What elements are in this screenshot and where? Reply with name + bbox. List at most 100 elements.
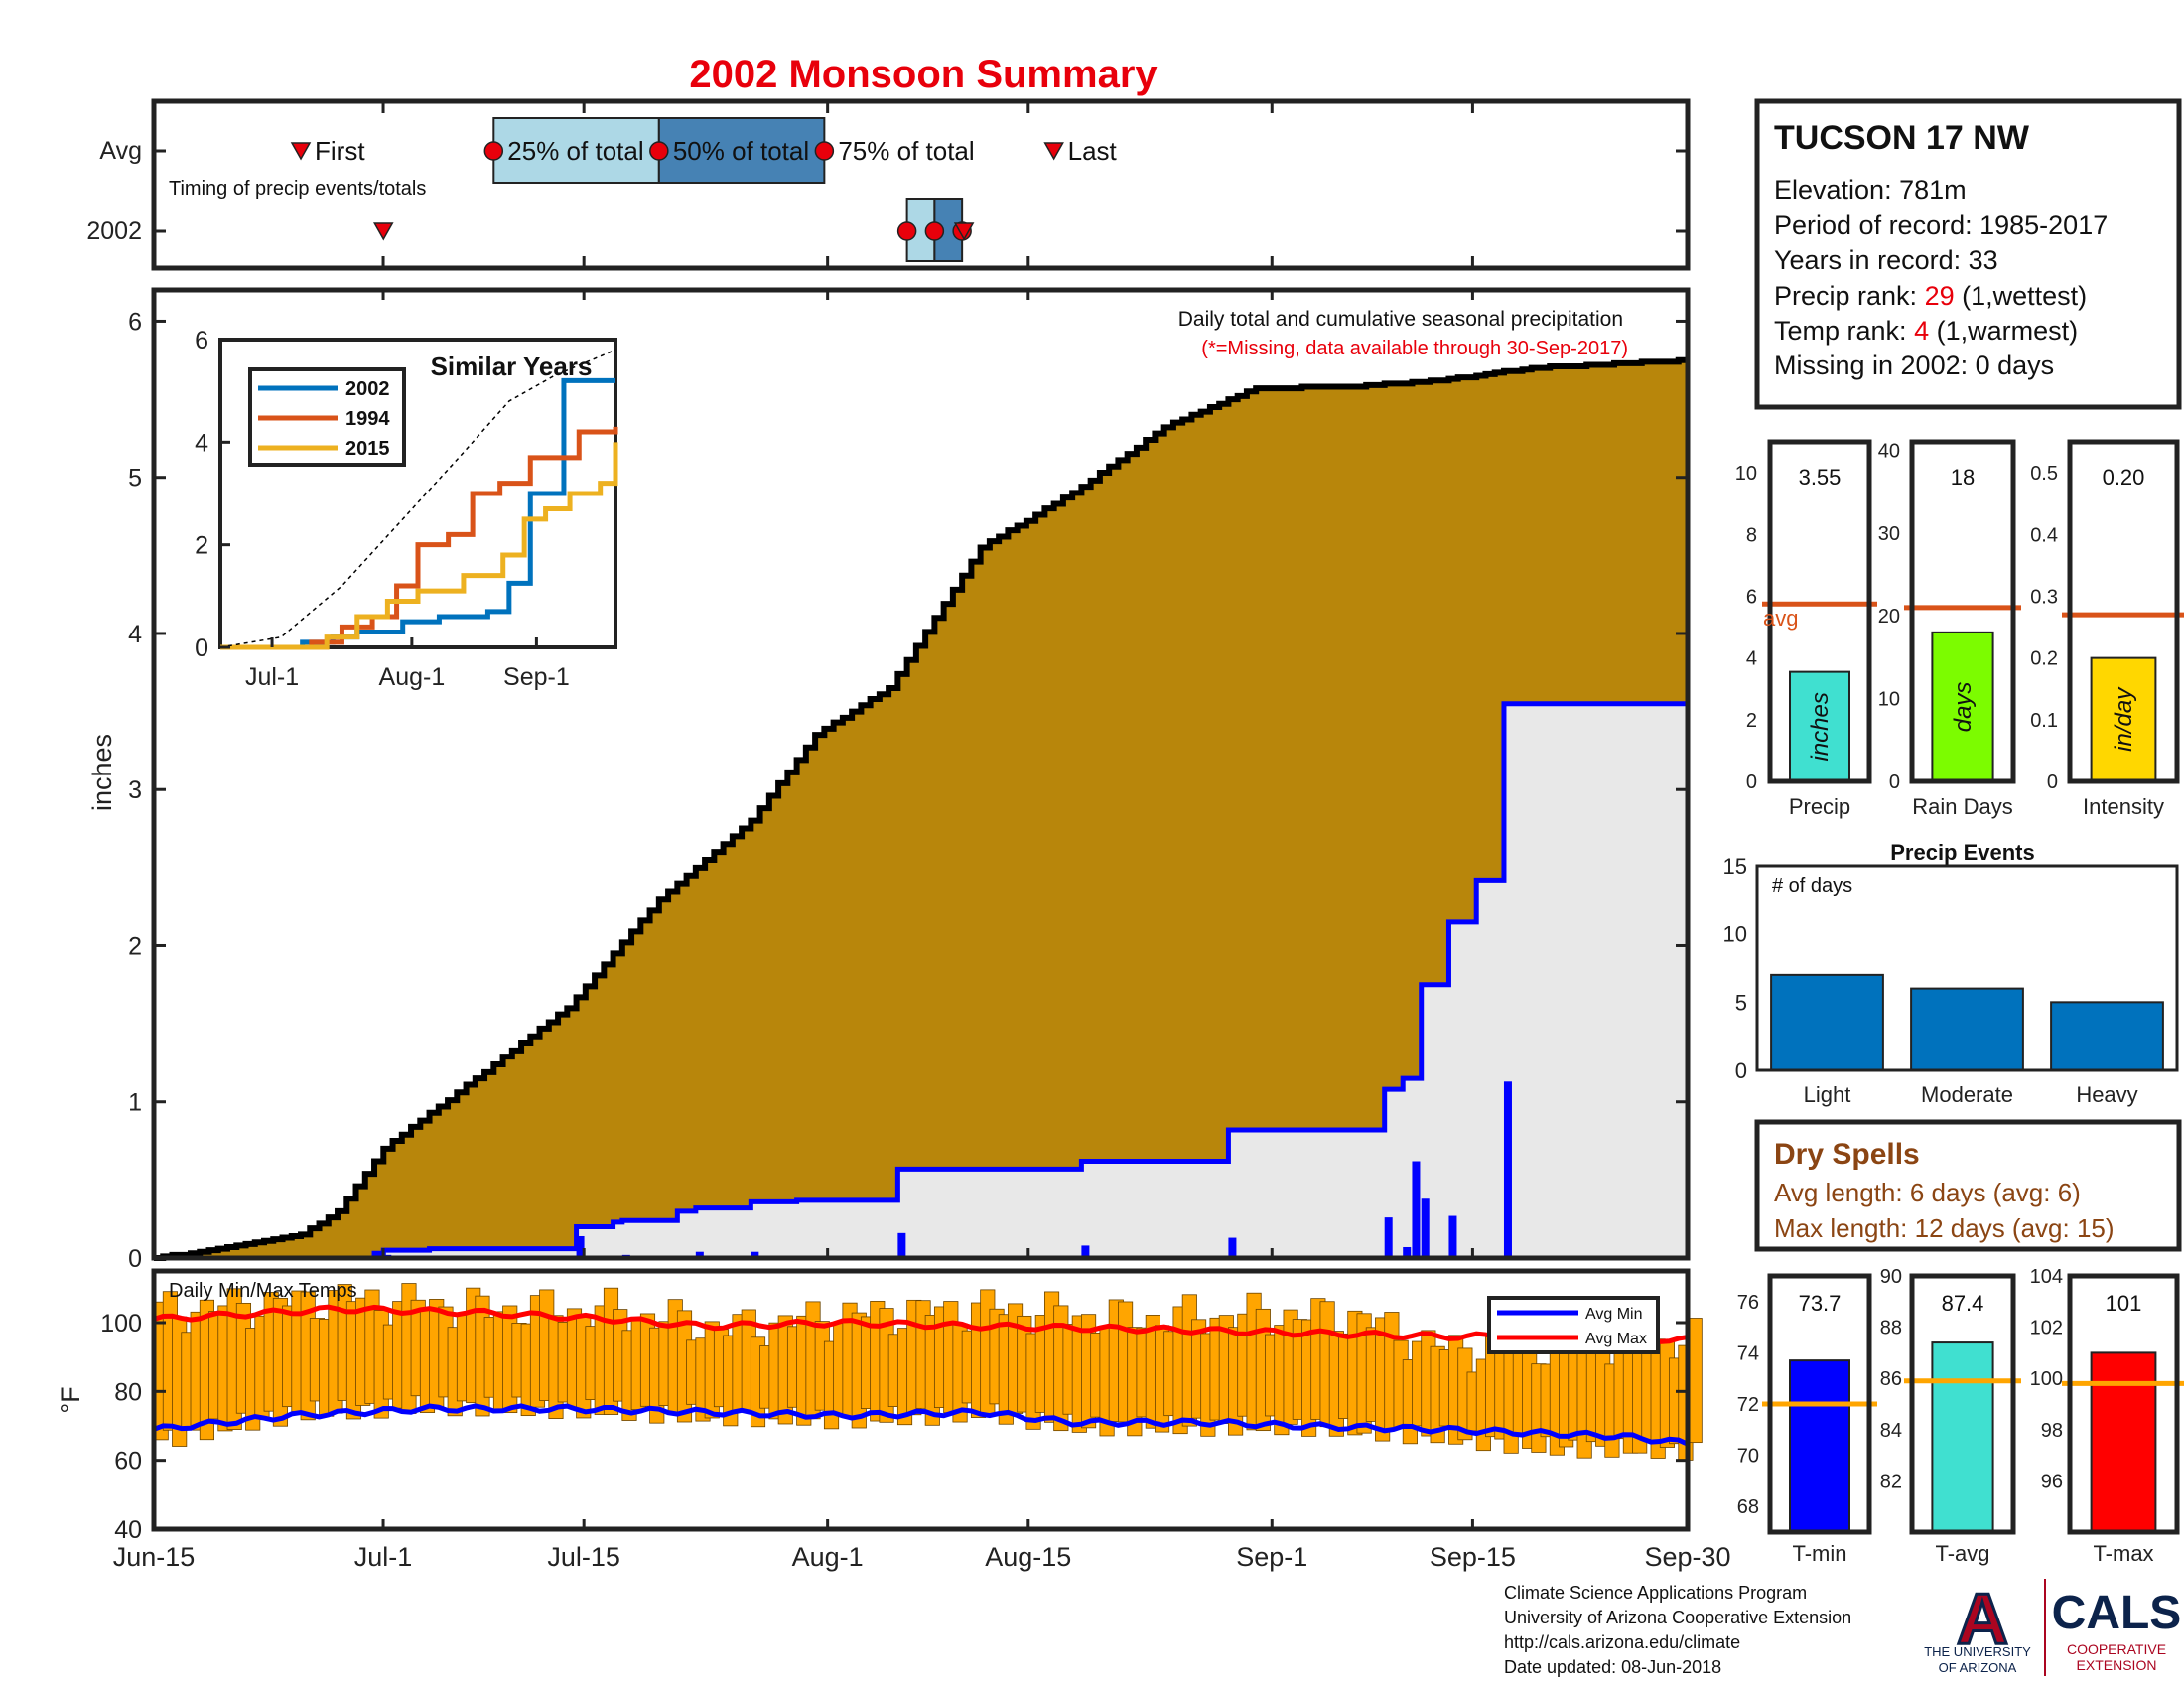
station-info-box: TUCSON 17 NW Elevation: 781m Period of r… [1754, 98, 2182, 410]
events-bar-heavy [2050, 1001, 2164, 1071]
station-missing: Missing in 2002: 0 days [1774, 351, 2054, 380]
precip-y-tick-2: 2 [1746, 710, 1757, 732]
precip-rank-value: 29 [1925, 281, 1955, 311]
precip-stat-value: 3.55 [1799, 465, 1842, 490]
precip-avg-label: avg [1763, 606, 1798, 631]
dry-spells-max: Max length: 12 days (avg: 15) [1774, 1213, 2115, 1243]
temps-legend-min: Avg Min [1585, 1306, 1643, 1323]
intensity-y-tick-0.2: 0.2 [2030, 648, 2058, 670]
inset-legend-2015: 2015 [345, 438, 390, 460]
ua-logo: A THE UNIVERSITY OF ARIZONA [1924, 1579, 2031, 1676]
footer-line4: Date updated: 08-Jun-2018 [1504, 1657, 1721, 1677]
daily-temps-panel: Daily Min/Max Temps °F 40 60 80 100 Avg … [56, 1268, 1703, 1544]
station-temp-rank: Temp rank: 4 (1,warmest) [1774, 316, 2078, 346]
station-elevation: Elevation: 781m [1774, 175, 1967, 205]
cumulative-precip-panel: Daily total and cumulative seasonal prec… [87, 287, 1691, 1273]
precip-rank-note: (1,wettest) [1955, 281, 2088, 311]
events-y-tick-5: 5 [1735, 990, 1747, 1015]
tavg-y-tick-86: 86 [1880, 1368, 1902, 1390]
precip-rank-label: Precip rank: [1774, 281, 1925, 311]
timing-avg-first-marker [290, 142, 312, 161]
date-axis-labels: Jun-15 Jul-1 Jul-15 Aug-1 Aug-15 Sep-1 S… [113, 1542, 1731, 1572]
timing-year-first-marker [373, 222, 394, 241]
main-y-tick-2: 2 [128, 932, 142, 960]
timing-avg-75-marker [814, 141, 835, 161]
temps-y-tick-100: 100 [100, 1310, 142, 1337]
ua-text-line1: THE UNIVERSITY [1924, 1644, 2031, 1659]
tmin-bar [1789, 1359, 1850, 1534]
precip-unit-label: inches [1807, 692, 1834, 761]
tmin-y-tick-76: 76 [1737, 1292, 1759, 1314]
dry-spells-frame [1754, 1119, 2182, 1252]
events-x-moderate: Moderate [1921, 1082, 2013, 1107]
station-period: Period of record: 1985-2017 [1774, 211, 2108, 240]
temps-legend-max: Avg Max [1585, 1331, 1647, 1347]
tavg-frame [1909, 1273, 2016, 1535]
inset-x-tick-jul: Jul-1 [245, 663, 299, 691]
station-frame [1754, 98, 2182, 410]
main-y-tick-5: 5 [128, 465, 142, 492]
raindays-stat-frame [1909, 439, 2016, 784]
cals-logo: CALS COOPERATIVE EXTENSION [2052, 1587, 2182, 1673]
observed-cumulative-line [154, 701, 1688, 1261]
events-bar-light [1770, 973, 1884, 1071]
temps-y-label: °F [56, 1386, 85, 1413]
tmin-panel: 73.7 T-min 68 70 72 74 76 [1737, 1273, 1877, 1566]
inset-line-avg [219, 349, 616, 648]
tmin-y-tick-74: 74 [1737, 1342, 1759, 1364]
events-bar-moderate [1910, 987, 2024, 1071]
avg-cumulative-line [154, 356, 1688, 1261]
daily-precip-bar [1421, 1198, 1430, 1258]
temps-y-tick-60: 60 [114, 1448, 142, 1476]
events-x-light: Light [1804, 1082, 1851, 1107]
inset-y-tick-0: 0 [195, 634, 208, 662]
raindays-stat-panel: 18 days Rain Days 0 10 20 30 40 [1878, 439, 2021, 819]
timing-avg-50-marker [649, 141, 669, 161]
main-y-tick-6: 6 [128, 308, 142, 336]
temp-rank-label: Temp rank: [1774, 316, 1914, 346]
x-tick-jun15: Jun-15 [113, 1542, 196, 1572]
x-tick-jul1: Jul-1 [354, 1542, 413, 1572]
precip-events-panel: Precip Events # of days Light Moderate H… [1723, 840, 2179, 1107]
inset-line-2015 [220, 442, 618, 650]
tavg-panel: 87.4 T-avg 82 84 86 88 90 [1880, 1266, 2021, 1566]
main-y-tick-3: 3 [128, 776, 142, 804]
inset-y-tick-6: 6 [195, 327, 208, 354]
raindays-stat-label: Rain Days [1912, 794, 2012, 819]
timing-label-last: Last [1068, 136, 1118, 166]
tmin-value: 73.7 [1799, 1291, 1842, 1316]
timing-label-75pct: 75% of total [838, 136, 974, 166]
tmax-label: T-max [2093, 1541, 2153, 1566]
precip-y-tick-4: 4 [1746, 648, 1757, 670]
temps-ticks [152, 1321, 1690, 1531]
avg-cumulative-area [154, 359, 1688, 1259]
raindays-y-tick-20: 20 [1878, 606, 1900, 628]
x-tick-aug1: Aug-1 [792, 1542, 864, 1572]
station-name: TUCSON 17 NW [1774, 119, 2030, 157]
temp-summary-panels: 73.7 T-min 68 70 72 74 76 87.4 T-avg 82 … [1737, 1266, 2184, 1566]
events-y-tick-15: 15 [1723, 854, 1747, 879]
intensity-y-tick-0.1: 0.1 [2030, 710, 2058, 732]
tavg-y-tick-90: 90 [1880, 1266, 1902, 1288]
tmax-y-tick-100: 100 [2030, 1368, 2063, 1390]
tmin-y-tick-68: 68 [1737, 1496, 1759, 1518]
tmin-y-tick-72: 72 [1737, 1394, 1759, 1416]
daily-precip-bar [695, 1251, 704, 1258]
tavg-y-tick-88: 88 [1880, 1318, 1902, 1339]
inset-legend-2002: 2002 [345, 378, 390, 400]
inset-series-lines [219, 349, 618, 650]
intensity-unit-label: in/day [2111, 686, 2137, 752]
daily-precip-bar [897, 1232, 906, 1258]
intensity-stat-value: 0.20 [2103, 465, 2145, 490]
intensity-stat-frame [2067, 439, 2180, 784]
tmax-bar [2090, 1351, 2157, 1534]
dry-spells-avg: Avg length: 6 days (avg: 6) [1774, 1178, 2081, 1207]
figure-title: 2002 Monsoon Summary [689, 53, 1158, 96]
daily-precip-bar [1081, 1245, 1090, 1258]
intensity-bar [2090, 656, 2157, 782]
timing-label-first: First [315, 136, 365, 166]
temps-y-tick-80: 80 [114, 1378, 142, 1406]
ua-block-a-icon: A [1957, 1580, 2008, 1659]
timing-avg-box-q1 [492, 117, 660, 184]
events-frame [1755, 864, 2179, 1072]
